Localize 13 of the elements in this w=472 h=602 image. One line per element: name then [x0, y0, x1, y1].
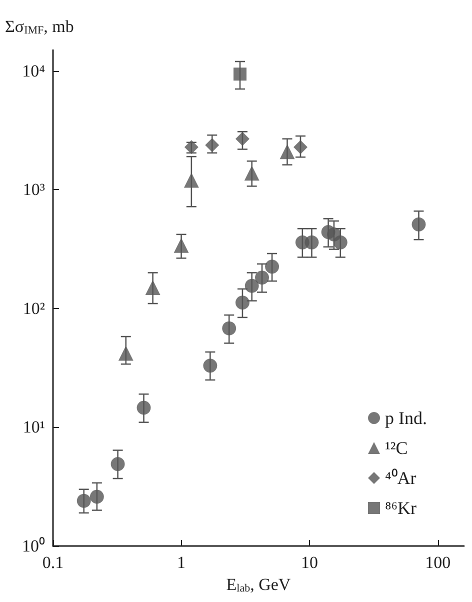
- x-tick-label: 1: [177, 553, 186, 572]
- y-tick-label: 10³: [22, 180, 45, 200]
- legend-label: ⁸⁶Kr: [385, 498, 417, 518]
- legend-label: ⁴⁰Ar: [385, 468, 416, 488]
- legend-label: p Ind.: [385, 408, 428, 428]
- y-tick-label: 10⁴: [22, 61, 46, 80]
- x-tick-label: 100: [425, 553, 451, 572]
- x-tick-label: 10: [301, 553, 318, 572]
- y-tick-label: 10⁰: [22, 536, 45, 556]
- x-tick-label: 0.1: [42, 553, 64, 572]
- y-tick-label: 10¹: [22, 418, 45, 437]
- y-tick-label: 10²: [22, 298, 45, 318]
- legend-label: ¹²C: [385, 438, 408, 458]
